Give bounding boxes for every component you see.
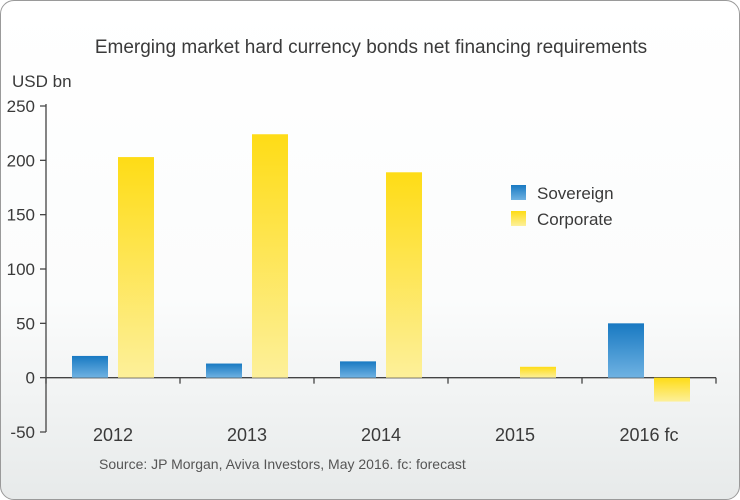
corporate-bar xyxy=(654,377,690,402)
legend-swatch xyxy=(511,185,526,200)
corporate-bar xyxy=(252,134,288,378)
sovereign-bar xyxy=(72,355,108,378)
y-tick-label: 100 xyxy=(7,260,35,279)
y-axis-unit-label: USD bn xyxy=(12,72,72,91)
legend-swatch xyxy=(511,211,526,226)
y-tick-label: 150 xyxy=(7,206,35,225)
y-tick-label: 200 xyxy=(7,151,35,170)
y-tick-label: 0 xyxy=(26,369,35,388)
legend-label: Corporate xyxy=(537,210,613,229)
chart-title: Emerging market hard currency bonds net … xyxy=(94,37,648,58)
y-tick-label: 250 xyxy=(7,97,35,116)
sovereign-bar xyxy=(608,323,644,378)
x-category-label: 2013 xyxy=(227,425,267,445)
corporate-bar xyxy=(520,366,556,378)
y-tick-label: -50 xyxy=(10,423,35,442)
x-category-label: 2015 xyxy=(495,425,535,445)
corporate-bar xyxy=(386,172,422,378)
source-note: Source: JP Morgan, Aviva Investors, May … xyxy=(99,456,466,472)
x-category-label: 2012 xyxy=(93,425,133,445)
sovereign-bar xyxy=(206,363,242,378)
y-tick-label: 50 xyxy=(16,314,35,333)
x-category-label: 2014 xyxy=(361,425,401,445)
corporate-bar xyxy=(118,157,154,378)
sovereign-bar xyxy=(340,361,376,378)
legend-label: Sovereign xyxy=(537,184,614,203)
x-category-label: 2016 fc xyxy=(619,425,678,445)
